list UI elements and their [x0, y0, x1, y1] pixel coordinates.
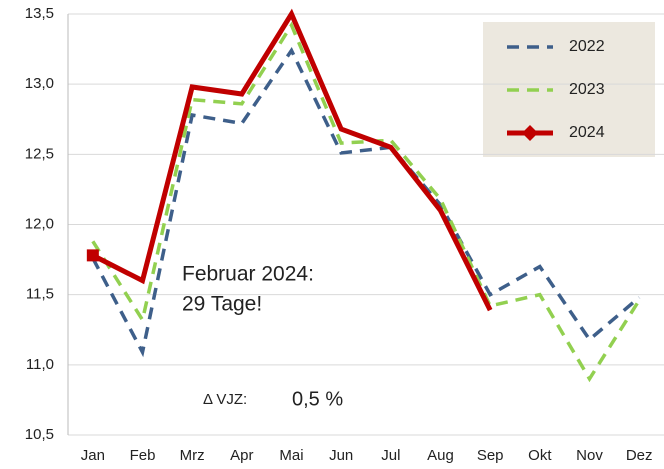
y-tick-label: 12,5: [25, 145, 54, 162]
x-tick-label: Jul: [381, 447, 400, 464]
y-tick-label: 13,0: [25, 75, 54, 92]
series-line: [91, 47, 641, 358]
y-tick-label: 10,5: [25, 426, 54, 443]
legend-label: 2022: [569, 38, 605, 55]
y-tick-label: 11,0: [26, 356, 54, 373]
legend-label: 2024: [569, 124, 605, 141]
x-tick-label: Dez: [626, 447, 653, 464]
x-tick-label: Nov: [576, 447, 603, 464]
annotation: Februar 2024:: [182, 263, 314, 286]
x-tick-label: Okt: [528, 447, 552, 464]
x-tick-label: Mai: [279, 447, 303, 464]
series-line: [91, 8, 493, 312]
legend-label: 2023: [569, 81, 605, 98]
x-tick-label: Sep: [477, 447, 504, 464]
x-tick-label: Mrz: [180, 447, 205, 464]
x-tick-label: Aug: [427, 447, 454, 464]
annotation: Δ VJZ:: [203, 391, 247, 408]
x-tick-label: Feb: [130, 447, 156, 464]
series-line: [91, 21, 641, 383]
legend-marker: [522, 125, 538, 141]
y-tick-label: 11,5: [26, 286, 54, 303]
x-tick-label: Apr: [230, 447, 253, 464]
x-tick-label: Jan: [81, 447, 105, 464]
x-tick-label: Jun: [329, 447, 353, 464]
y-tick-label: 13,5: [25, 5, 54, 22]
annotation: 29 Tage!: [182, 293, 262, 316]
y-tick-label: 12,0: [25, 215, 54, 232]
annotation: 0,5 %: [292, 388, 343, 410]
point-marker: [86, 249, 99, 262]
